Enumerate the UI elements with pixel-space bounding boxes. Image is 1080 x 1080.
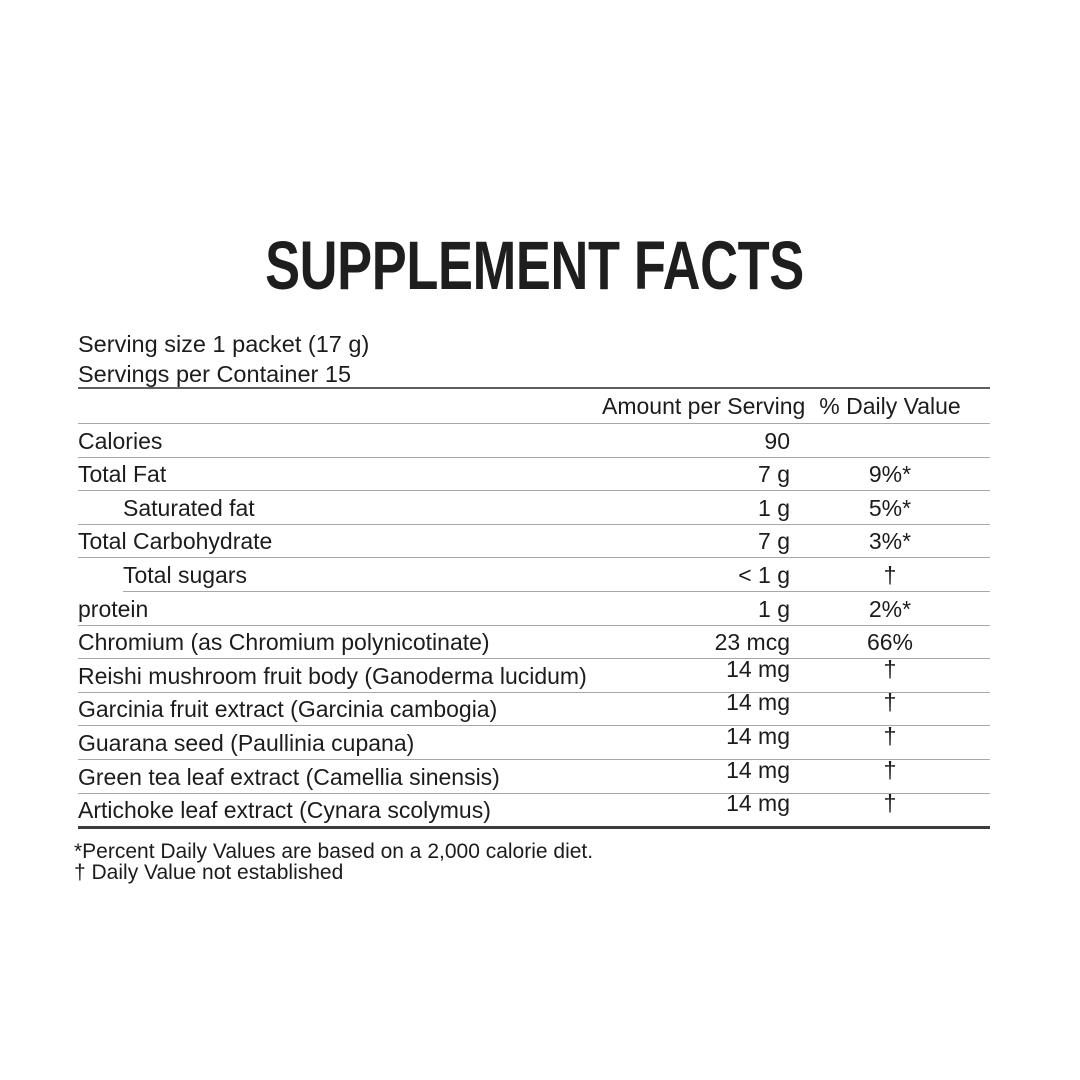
- row-daily-value: †: [883, 561, 897, 588]
- row-divider: [78, 557, 990, 559]
- row-label: Total Carbohydrate: [78, 528, 273, 555]
- row-divider: [78, 758, 990, 760]
- row-label: Saturated fat: [123, 494, 255, 521]
- table-bottom-rule: [78, 826, 990, 829]
- table-row: Artichoke leaf extract (Cynara scolymus)…: [78, 790, 990, 827]
- footnotes: *Percent Daily Values are based on a 2,0…: [74, 841, 593, 883]
- table-row: Chromium (as Chromium polynicotinate) 23 …: [78, 626, 990, 659]
- row-label: Guarana seed (Paullinia cupana): [78, 729, 415, 756]
- row-amount: 90: [764, 427, 790, 454]
- row-daily-value: †: [883, 689, 897, 716]
- row-daily-value: 66%: [866, 629, 914, 656]
- row-amount: 14 mg: [726, 722, 790, 749]
- row-daily-value: 5%*: [868, 494, 912, 521]
- row-daily-value: †: [883, 722, 897, 749]
- row-divider: [78, 624, 990, 626]
- row-divider: [78, 490, 990, 492]
- header-amount-per-serving: Amount per Serving: [602, 393, 806, 419]
- servings-per-container-line: Servings per Container 15: [78, 361, 352, 387]
- row-daily-value: †: [883, 655, 897, 682]
- row-label: Green tea leaf extract (Camellia sinensi…: [78, 763, 500, 790]
- row-amount: 7 g: [758, 528, 790, 555]
- row-divider: [78, 658, 990, 660]
- table-body: Calories 90 Total Fat 7 g 9%* Saturated fat 1 …: [78, 424, 990, 829]
- table-header-row: Amount per Serving % Daily Value: [78, 389, 990, 423]
- row-daily-value: †: [883, 756, 897, 783]
- table-row: Green tea leaf extract (Camellia sinensi…: [78, 756, 990, 793]
- row-label: Chromium (as Chromium polynicotinate): [78, 629, 490, 656]
- facts-table: Amount per Serving % Daily Value Calorie…: [78, 387, 990, 829]
- table-top-rule: [78, 387, 990, 389]
- row-amount: 14 mg: [726, 655, 790, 682]
- table-row: Saturated fat 1 g 5%*: [78, 491, 990, 524]
- row-divider: [78, 725, 990, 727]
- serving-info: Serving size 1 packet (17 g) Servings pe…: [78, 329, 369, 389]
- table-row: Total Fat 7 g 9%*: [78, 458, 990, 491]
- row-divider: [78, 456, 990, 458]
- row-label: protein: [78, 595, 149, 622]
- label-title-text: SUPPLEMENT FACTS: [264, 227, 804, 304]
- row-label: Artichoke leaf extract (Cynara scolymus): [78, 797, 491, 824]
- row-divider: [78, 523, 990, 525]
- row-amount: 1 g: [758, 595, 790, 622]
- header-daily-value: % Daily Value: [819, 393, 961, 419]
- row-label: Calories: [78, 427, 163, 454]
- row-amount: 14 mg: [726, 790, 790, 817]
- table-row: Total Carbohydrate 7 g 3%*: [78, 525, 990, 558]
- row-label: Total Fat: [78, 461, 167, 488]
- table-row: Guarana seed (Paullinia cupana) 14 mg †: [78, 722, 990, 759]
- row-amount: 14 mg: [726, 756, 790, 783]
- row-daily-value: †: [883, 790, 897, 817]
- row-daily-value: 2%*: [868, 595, 912, 622]
- serving-size-line: Serving size 1 packet (17 g): [78, 331, 370, 357]
- row-amount: 23 mcg: [714, 629, 790, 656]
- table-row: Total sugars < 1 g †: [78, 558, 990, 591]
- row-daily-value: 3%*: [868, 528, 912, 555]
- row-divider: [78, 691, 990, 693]
- footnote-percent-daily-values: *Percent Daily Values are based on a 2,0…: [74, 840, 594, 863]
- row-amount: 7 g: [758, 461, 790, 488]
- row-divider: [123, 590, 990, 592]
- row-amount: 14 mg: [726, 689, 790, 716]
- footnote-daily-value-not-established: † Daily Value not established: [74, 861, 344, 884]
- table-row: Garcinia fruit extract (Garcinia cambogi…: [78, 689, 990, 726]
- row-label: Total sugars: [123, 561, 248, 588]
- table-row: protein 1 g 2%*: [78, 592, 990, 625]
- table-row: Calories 90: [78, 424, 990, 457]
- row-label: Garcinia fruit extract (Garcinia cambogi…: [78, 696, 498, 723]
- row-label: Reishi mushroom fruit body (Ganoderma lu…: [78, 662, 587, 689]
- row-amount: < 1 g: [738, 561, 790, 588]
- row-daily-value: 9%*: [868, 461, 912, 488]
- row-divider: [78, 792, 990, 794]
- label-title: SUPPLEMENT FACTS: [78, 230, 990, 302]
- header-bottom-rule: [78, 423, 990, 424]
- table-row: Reishi mushroom fruit body (Ganoderma lu…: [78, 655, 990, 692]
- row-amount: 1 g: [758, 494, 790, 521]
